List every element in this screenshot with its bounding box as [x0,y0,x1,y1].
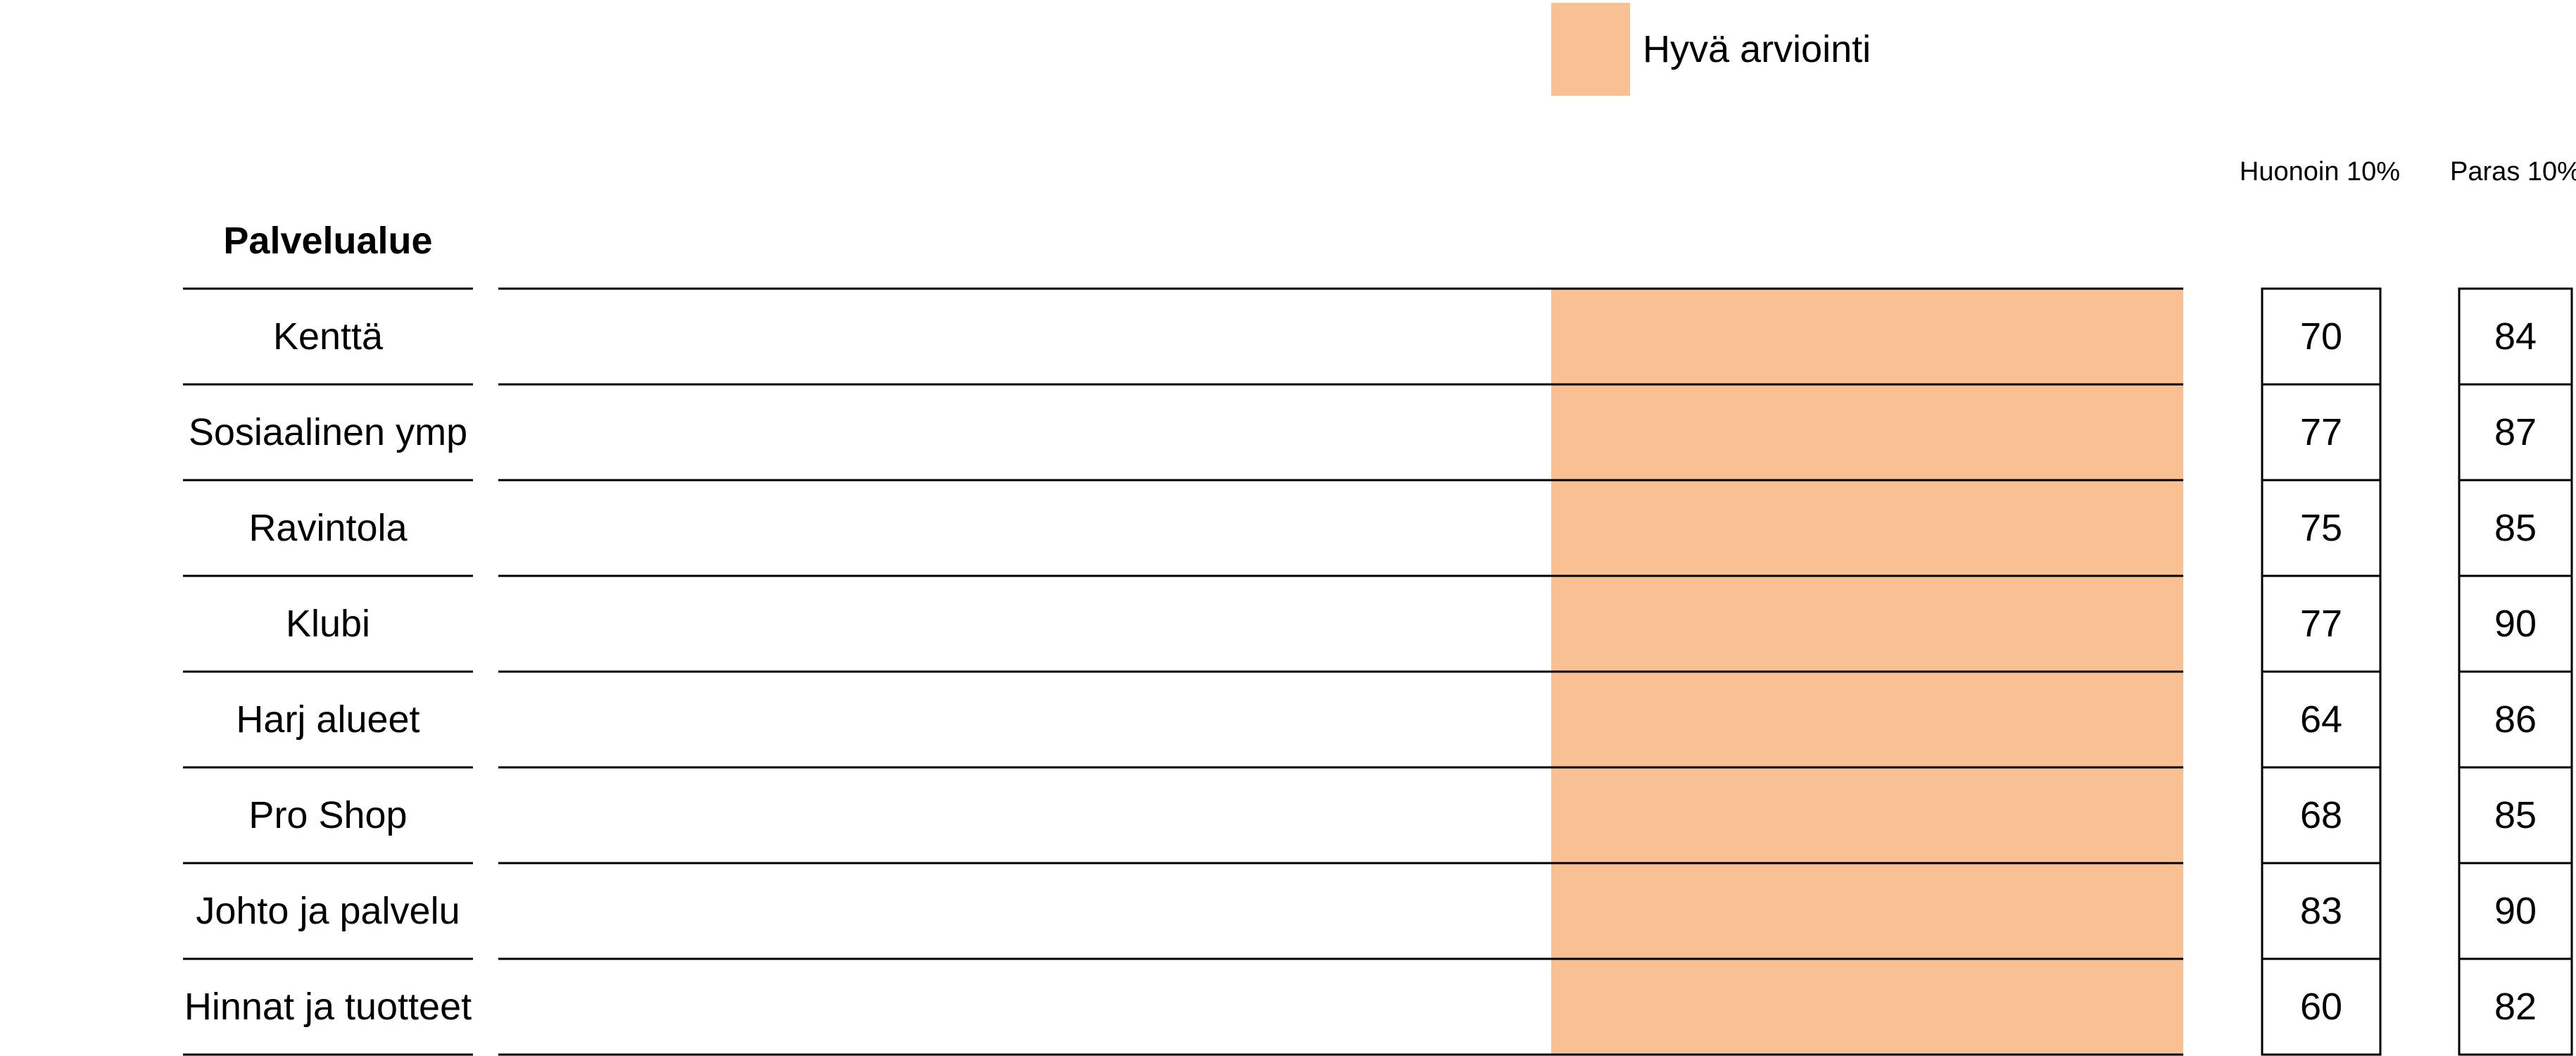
table-rows: Kenttä 70 84 Sosiaalinen ymp 77 87 Ravintola 75… [183,287,2573,1056]
best-value: 82 [2494,986,2537,1028]
table-row: Klubi 77 90 [286,574,2573,673]
good-rating-band [1551,672,2183,767]
table-row: Sosiaalinen ymp 77 87 [189,383,2573,482]
best-column-header: Paras 10% [2450,157,2576,187]
good-rating-band [1551,480,2183,576]
best-value-cell [2458,957,2573,1056]
worst-value: 77 [2300,411,2342,453]
worst-value: 68 [2300,794,2342,836]
table-row: Pro Shop 68 85 [248,766,2573,865]
worst-value: 77 [2300,603,2342,645]
category-label: Kenttä [273,315,384,358]
worst-value: 70 [2300,315,2342,358]
good-rating-band [1551,384,2183,480]
category-label: Hinnat ja tuotteet [184,986,472,1028]
table-row: Hinnat ja tuotteet 60 82 [184,957,2573,1056]
best-value: 84 [2494,315,2537,358]
good-rating-band [1551,863,2183,959]
legend-label: Hyvä arviointi [1643,28,1871,70]
worst-column-header: Huonoin 10% [2240,157,2400,187]
category-label: Johto ja palvelu [196,890,460,932]
good-rating-band [1551,576,2183,672]
table-row: Johto ja palvelu 83 90 [196,862,2573,960]
legend-swatch [1551,3,1630,96]
best-value: 85 [2494,794,2537,836]
good-rating-band [1551,959,2183,1055]
category-label: Sosiaalinen ymp [189,411,467,453]
best-value: 85 [2494,507,2537,549]
worst-value: 83 [2300,890,2342,932]
category-label: Harj alueet [236,698,419,741]
legend: Hyvä arviointi [1551,3,1871,96]
category-label: Ravintola [248,507,408,549]
best-value: 86 [2494,698,2537,741]
worst-value: 60 [2300,986,2342,1028]
worst-value-cell [2261,957,2382,1056]
category-label: Klubi [286,603,370,645]
worst-value: 75 [2300,507,2342,549]
best-value: 90 [2494,890,2537,932]
table-row: Ravintola 75 85 [248,479,2573,577]
table-row: Kenttä 70 84 [273,287,2573,386]
table-row: Harj alueet 64 86 [236,670,2573,769]
good-rating-band [1551,289,2183,384]
category-label: Pro Shop [248,794,407,836]
worst-value: 64 [2300,698,2342,741]
category-column-header: Palvelualue [223,220,432,262]
best-value: 87 [2494,411,2537,453]
best-value: 90 [2494,603,2537,645]
good-rating-band [1551,767,2183,863]
